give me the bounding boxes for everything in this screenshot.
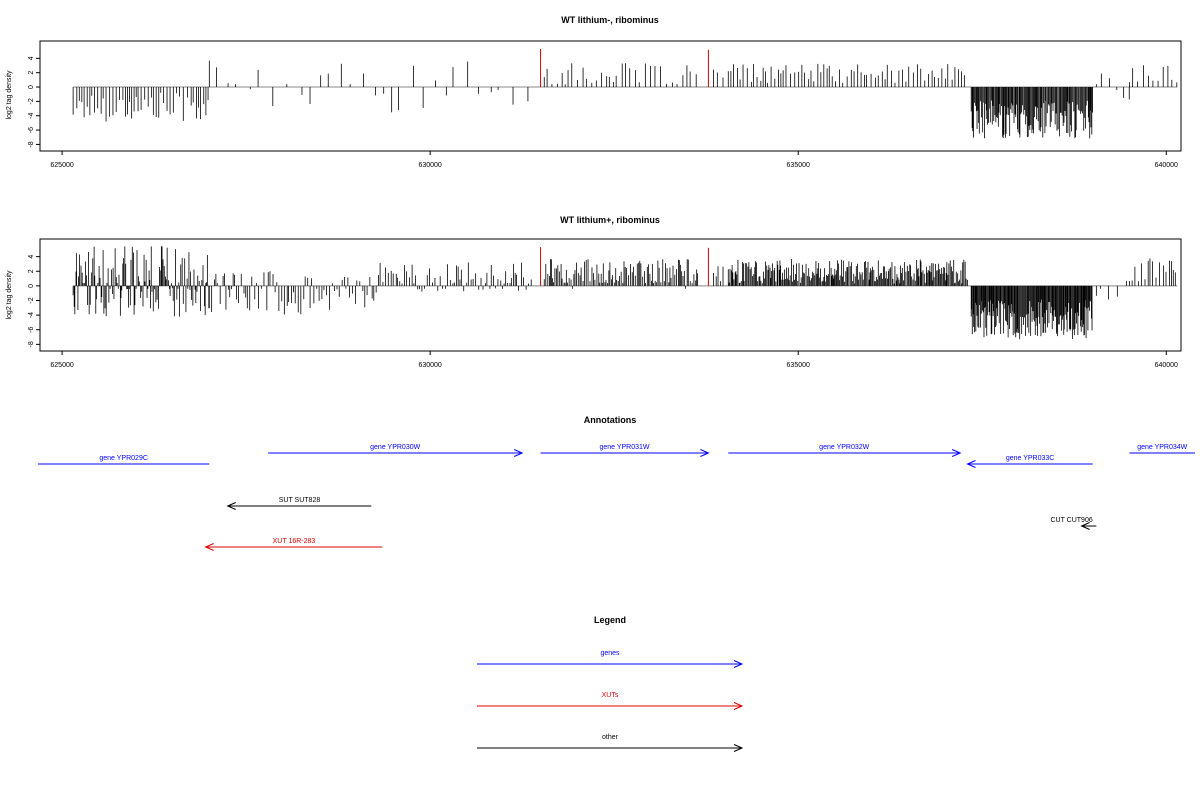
annotation-feature: gene YPR030W xyxy=(268,444,524,457)
y-tick-label: -4 xyxy=(28,312,35,318)
y-axis: -8 -6 -4 -2 0 2 4 xyxy=(28,56,40,148)
legend-title: Legend xyxy=(594,615,626,625)
feature-arrowhead xyxy=(700,449,710,457)
annotation-feature: SUT SUT828 xyxy=(226,497,372,510)
feature-label: gene YPR029C xyxy=(99,455,148,462)
plot-frame xyxy=(39,238,1182,352)
x-tick-label: 630000 xyxy=(418,162,441,169)
x-tick-label: 625000 xyxy=(50,362,73,369)
y-tick-label: -6 xyxy=(28,327,35,333)
feature-label: CUT CUT906 xyxy=(1050,517,1092,524)
feature-arrowhead xyxy=(513,449,524,457)
y-tick-label: -2 xyxy=(28,297,35,303)
y-tick-label: -8 xyxy=(28,141,35,147)
y-tick-label: 4 xyxy=(28,255,35,259)
annotation-feature: CUT CUT906 xyxy=(1050,517,1097,530)
annotation-feature: XUT 16R-283 xyxy=(204,538,383,551)
legend-entry: XUTs xyxy=(477,692,744,710)
x-axis: 625000 630000 635000 640000 xyxy=(50,151,1178,169)
annotations-title: Annotations xyxy=(584,415,637,425)
feature-label: gene YPR030W xyxy=(370,444,420,451)
x-tick-label: 625000 xyxy=(50,162,73,169)
y-tick-label: -2 xyxy=(28,98,35,104)
y-tick-label: 4 xyxy=(28,56,35,60)
y-tick-label: 0 xyxy=(28,85,35,89)
feature-arrowhead xyxy=(204,543,214,551)
y-axis: -8 -6 -4 -2 0 2 4 xyxy=(28,255,40,347)
y-tick-label: 0 xyxy=(28,284,35,288)
legend-arrowhead xyxy=(733,702,744,710)
annotation-feature: gene YPR031W xyxy=(540,444,710,457)
x-tick-label: 640000 xyxy=(1155,362,1178,369)
feature-arrowhead xyxy=(966,460,976,468)
plot-frame xyxy=(39,40,1182,152)
y-tick-label: -6 xyxy=(28,127,35,133)
annotation-feature: gene YPR029C xyxy=(38,455,210,465)
annotation-features: gene YPR029C gene YPR030W gene YPR031W gene… xyxy=(38,444,1195,551)
legend-label: XUTs xyxy=(602,692,619,699)
legend-entry: other xyxy=(477,734,744,752)
feature-label: XUT 16R-283 xyxy=(273,538,316,545)
legend-entries: genes XUTs other xyxy=(477,650,744,752)
legend-entry: genes xyxy=(477,650,744,668)
track-title: WT lithium-, ribominus xyxy=(561,15,659,25)
legend-arrowhead xyxy=(733,660,744,668)
y-axis-label: log2 tag density xyxy=(6,270,13,320)
annotation-feature: gene YPR033C xyxy=(966,455,1093,468)
legend-panel: Legend genes XUTs other xyxy=(477,615,744,752)
legend-arrowhead xyxy=(733,744,744,752)
feature-arrowhead xyxy=(226,502,236,510)
feature-arrowhead xyxy=(951,449,962,457)
y-tick-label: -8 xyxy=(28,341,35,347)
feature-label: gene YPR034W xyxy=(1137,444,1187,451)
annotation-feature: gene YPR034W xyxy=(1129,444,1195,454)
density-bars xyxy=(72,49,1178,139)
annotation-feature: gene YPR032W xyxy=(728,444,962,457)
y-axis-label: log2 tag density xyxy=(6,70,13,120)
feature-label: gene YPR032W xyxy=(819,444,869,451)
x-axis: 625000 630000 635000 640000 xyxy=(50,351,1178,369)
x-tick-label: 635000 xyxy=(787,362,810,369)
track-title: WT lithium+, ribominus xyxy=(560,215,660,225)
track-panel-lithium-plus: WT lithium+, ribominus log2 tag density … xyxy=(6,215,1182,369)
y-tick-label: 2 xyxy=(28,269,35,273)
track-panel-lithium-minus: WT lithium-, ribominus log2 tag density … xyxy=(6,15,1182,169)
x-tick-label: 640000 xyxy=(1155,162,1178,169)
legend-label: genes xyxy=(600,650,620,657)
density-bars xyxy=(72,246,1178,340)
x-tick-label: 630000 xyxy=(418,362,441,369)
x-tick-label: 635000 xyxy=(787,162,810,169)
feature-label: SUT SUT828 xyxy=(279,497,321,504)
feature-label: gene YPR033C xyxy=(1006,455,1055,462)
legend-label: other xyxy=(602,734,619,741)
feature-label: gene YPR031W xyxy=(599,444,649,451)
feature-arrowhead xyxy=(1080,522,1090,530)
y-tick-label: 2 xyxy=(28,71,35,75)
y-tick-label: -4 xyxy=(28,113,35,119)
